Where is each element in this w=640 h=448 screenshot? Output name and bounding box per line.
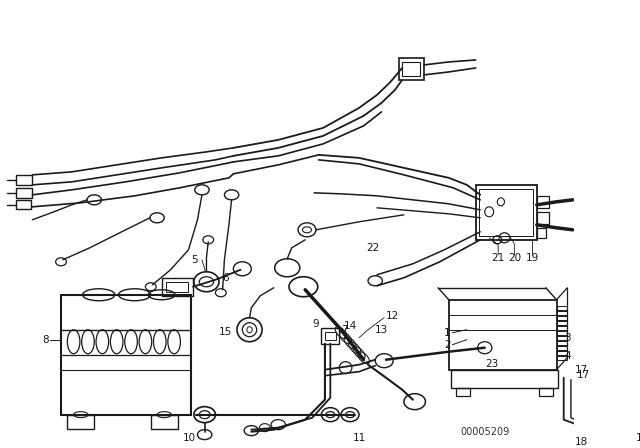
Text: 7: 7	[341, 325, 348, 335]
Bar	[161, 278, 193, 296]
Bar	[557, 356, 567, 360]
Bar	[476, 185, 537, 240]
Text: 23: 23	[485, 359, 499, 369]
Bar	[557, 351, 567, 355]
Text: 4: 4	[564, 351, 571, 361]
Text: 3: 3	[564, 333, 571, 343]
Text: 2: 2	[444, 340, 451, 350]
Text: 5: 5	[191, 255, 198, 265]
Bar	[557, 306, 567, 310]
Bar	[537, 212, 549, 224]
Bar	[557, 346, 567, 350]
Bar	[537, 196, 549, 208]
Bar	[557, 336, 567, 340]
Bar	[451, 370, 558, 388]
Bar	[449, 300, 557, 370]
Bar	[67, 415, 94, 429]
Bar	[325, 332, 336, 340]
Text: 12: 12	[386, 311, 399, 321]
Text: 10: 10	[182, 433, 196, 443]
Bar	[16, 175, 32, 185]
Bar	[16, 200, 31, 209]
Text: 17: 17	[577, 370, 590, 380]
Bar	[321, 328, 339, 344]
Bar	[16, 188, 32, 198]
Text: 11: 11	[353, 433, 365, 443]
Text: 19: 19	[525, 253, 539, 263]
Text: 17: 17	[575, 365, 588, 375]
Text: 20: 20	[508, 253, 521, 263]
Text: 00005209: 00005209	[461, 427, 510, 437]
Bar	[557, 311, 567, 315]
Text: 14: 14	[344, 321, 357, 331]
Text: 6: 6	[223, 273, 229, 283]
Text: 13: 13	[375, 325, 388, 335]
Bar	[61, 295, 191, 415]
Bar	[402, 62, 420, 76]
Bar	[557, 331, 567, 335]
Bar	[557, 326, 567, 330]
Bar	[479, 189, 533, 236]
Text: 22: 22	[366, 243, 380, 253]
Bar	[166, 282, 189, 292]
Bar	[537, 228, 546, 238]
Bar	[456, 388, 470, 396]
Bar	[539, 388, 553, 396]
Text: 18: 18	[575, 437, 588, 447]
Bar	[399, 58, 424, 80]
Text: 1: 1	[444, 328, 451, 338]
Bar	[557, 341, 567, 345]
Text: 8: 8	[43, 335, 49, 345]
Bar	[151, 415, 178, 429]
Text: 16: 16	[636, 433, 640, 443]
Text: 15: 15	[218, 327, 232, 337]
Text: 21: 21	[492, 253, 505, 263]
Bar	[557, 321, 567, 325]
Bar	[557, 316, 567, 320]
Text: 9: 9	[312, 319, 319, 329]
